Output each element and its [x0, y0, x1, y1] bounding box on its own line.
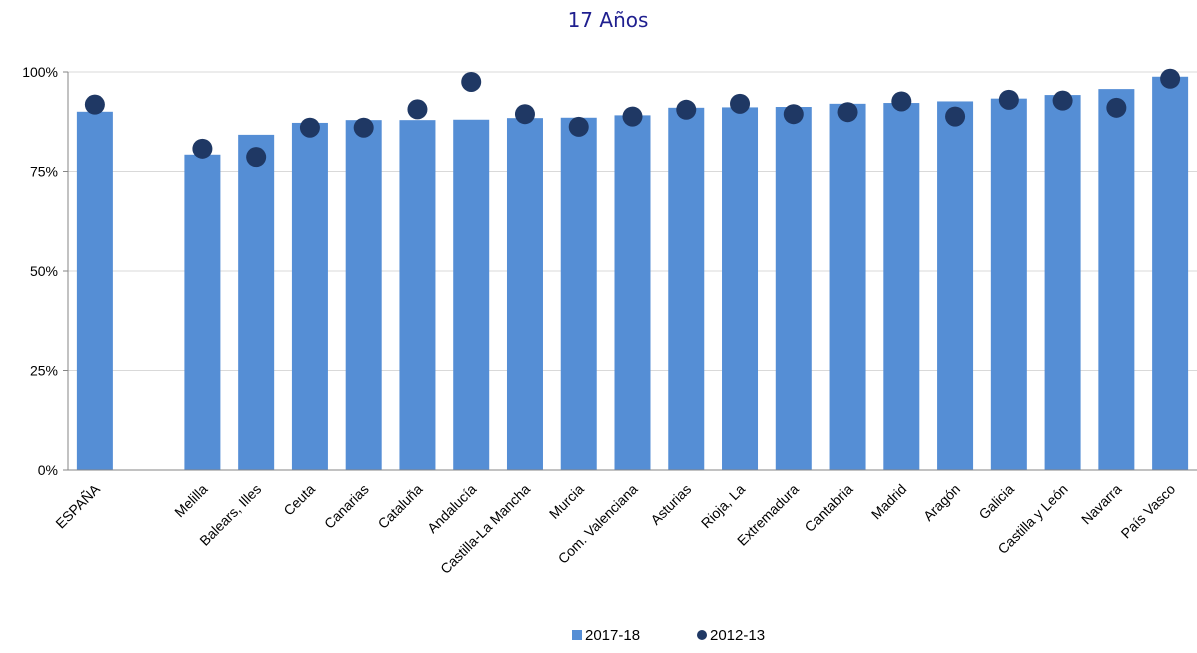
marker-point — [945, 106, 966, 127]
marker-point — [998, 89, 1019, 110]
bar — [1098, 89, 1135, 470]
marker-point — [783, 104, 804, 125]
x-tick-label: Madrid — [868, 481, 910, 523]
bar — [614, 115, 651, 470]
x-tick-label: Castilla-La Mancha — [437, 481, 533, 577]
x-tick-label: Cantabria — [801, 481, 855, 535]
x-tick-label: Galicia — [975, 481, 1017, 523]
x-tick-label: Aragón — [920, 481, 963, 524]
bar — [1152, 76, 1189, 470]
y-tick-label: 50% — [30, 263, 58, 279]
axes — [67, 72, 1197, 471]
legend-swatch-marker — [697, 630, 707, 640]
y-axis-ticks: 0% 25% 50% 75% 100% — [22, 64, 68, 478]
legend: 2017-18 2012-13 — [572, 627, 765, 644]
marker-point — [730, 93, 751, 114]
legend-label-marker: 2012-13 — [710, 627, 765, 644]
bar — [937, 101, 974, 471]
marker-point — [837, 102, 858, 123]
bar — [453, 119, 490, 470]
bar — [345, 120, 382, 471]
x-tick-label: Cataluña — [375, 481, 426, 532]
x-tick-label: Canarias — [321, 481, 372, 532]
x-tick-label: Navarra — [1078, 481, 1125, 528]
marker-point — [1106, 97, 1127, 118]
legend-label-bar: 2017-18 — [585, 627, 640, 644]
bar — [722, 107, 759, 470]
x-tick-label: Rioja, La — [698, 481, 749, 532]
x-tick-label: Melilla — [171, 481, 211, 521]
legend-swatch-bar — [572, 630, 582, 640]
y-tick-label: 100% — [22, 64, 58, 80]
x-tick-label: Asturias — [647, 481, 694, 528]
marker-point — [568, 116, 589, 137]
marker-point — [353, 117, 374, 138]
marker-point — [84, 94, 105, 115]
marker-point — [1052, 90, 1073, 111]
markers-2012-13 — [84, 68, 1181, 168]
bar — [506, 118, 543, 470]
bar — [399, 120, 436, 471]
bar — [829, 103, 866, 470]
marker-point — [676, 99, 697, 120]
bar — [775, 107, 812, 471]
bar — [184, 154, 221, 470]
bar — [76, 111, 113, 471]
x-tick-label: ESPAÑA — [52, 480, 103, 531]
x-tick-label: Ceuta — [280, 481, 318, 519]
marker-point — [514, 104, 535, 125]
y-tick-label: 75% — [30, 164, 58, 180]
bar — [291, 122, 328, 470]
marker-point — [622, 106, 643, 127]
bar — [990, 98, 1027, 470]
bar — [883, 103, 920, 470]
bar — [668, 107, 705, 470]
x-tick-label: País Vasco — [1118, 481, 1179, 542]
y-tick-label: 25% — [30, 363, 58, 379]
marker-point — [192, 138, 213, 159]
x-tick-label: Andalucía — [424, 481, 479, 536]
marker-point — [461, 71, 482, 92]
chart-title: 17 Años — [568, 8, 649, 32]
bar — [560, 117, 597, 471]
marker-point — [299, 117, 320, 138]
marker-point — [891, 91, 912, 112]
y-tick-label: 0% — [38, 462, 58, 478]
x-tick-label: Murcia — [546, 481, 587, 522]
bar — [238, 134, 275, 470]
bar — [1044, 95, 1081, 471]
marker-point — [1160, 68, 1181, 89]
marker-point — [407, 99, 428, 120]
bars-2017-18 — [76, 76, 1189, 471]
marker-point — [246, 147, 267, 168]
